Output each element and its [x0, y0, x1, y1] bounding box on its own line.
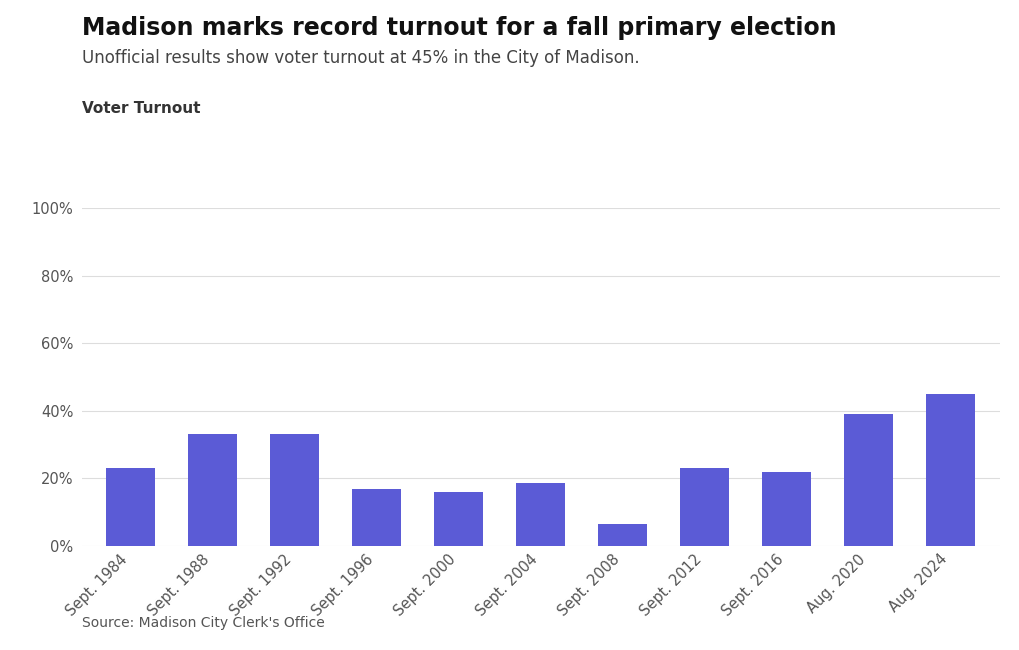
- Bar: [187, 434, 237, 546]
- Text: Voter Turnout: Voter Turnout: [82, 101, 200, 116]
- Bar: [843, 414, 893, 546]
- Bar: [434, 492, 483, 546]
- Bar: [516, 484, 565, 546]
- Text: Madison marks record turnout for a fall primary election: Madison marks record turnout for a fall …: [82, 16, 836, 40]
- Bar: [270, 434, 319, 546]
- Bar: [925, 394, 974, 546]
- Bar: [352, 489, 400, 546]
- Bar: [761, 472, 810, 546]
- Text: Unofficial results show voter turnout at 45% in the City of Madison.: Unofficial results show voter turnout at…: [82, 49, 639, 67]
- Bar: [597, 524, 646, 546]
- Text: Source: Madison City Clerk's Office: Source: Madison City Clerk's Office: [82, 616, 324, 630]
- Bar: [680, 468, 729, 546]
- Bar: [106, 468, 155, 546]
